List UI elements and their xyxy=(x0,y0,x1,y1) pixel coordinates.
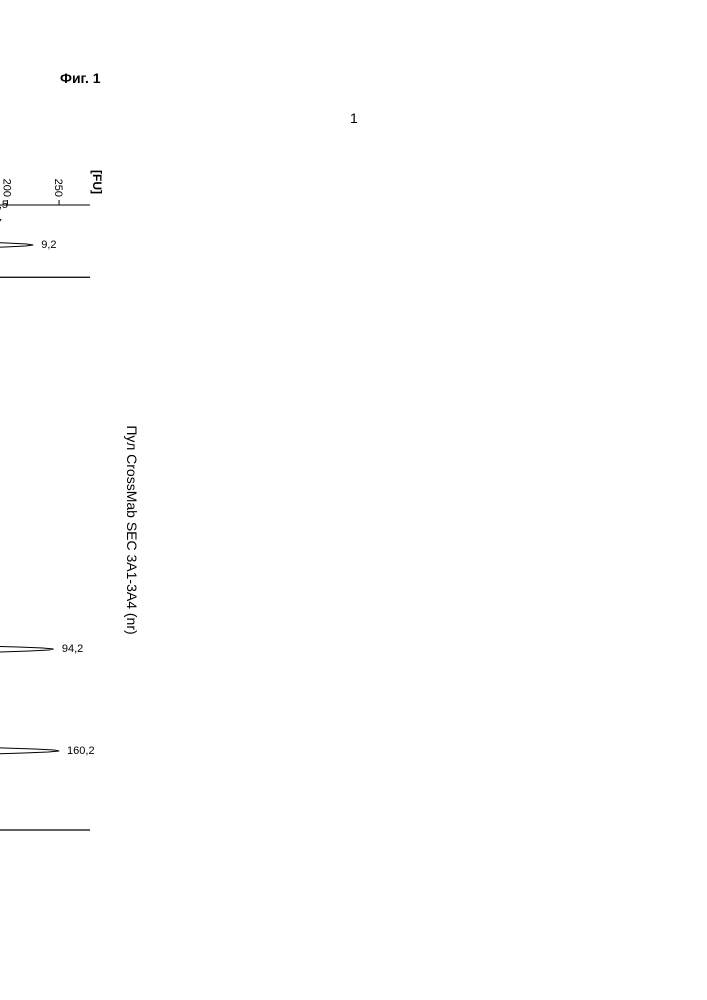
page: Фиг. 1 1 Пул CrossMab SEC 3A1-3A4 (nr) 0… xyxy=(0,0,707,1000)
chart-rotated-wrapper: Пул CrossMab SEC 3A1-3A4 (nr) 0501001502… xyxy=(0,150,110,910)
electropherogram-chart: 050100150200250[FU]4,51528466395150240кД… xyxy=(0,150,110,870)
svg-text:6,7: 6,7 xyxy=(0,218,2,230)
page-number: 1 xyxy=(350,110,358,126)
svg-text:250: 250 xyxy=(52,179,64,197)
svg-text:4,5: 4,5 xyxy=(0,199,8,211)
svg-text:9,2: 9,2 xyxy=(41,239,56,251)
svg-text:94,2: 94,2 xyxy=(62,643,83,655)
svg-text:200: 200 xyxy=(0,179,12,197)
svg-text:160,2: 160,2 xyxy=(67,745,95,757)
figure-label: Фиг. 1 xyxy=(60,70,101,86)
chart-title: Пул CrossMab SEC 3A1-3A4 (nr) xyxy=(124,150,140,910)
svg-text:[FU]: [FU] xyxy=(90,170,104,194)
